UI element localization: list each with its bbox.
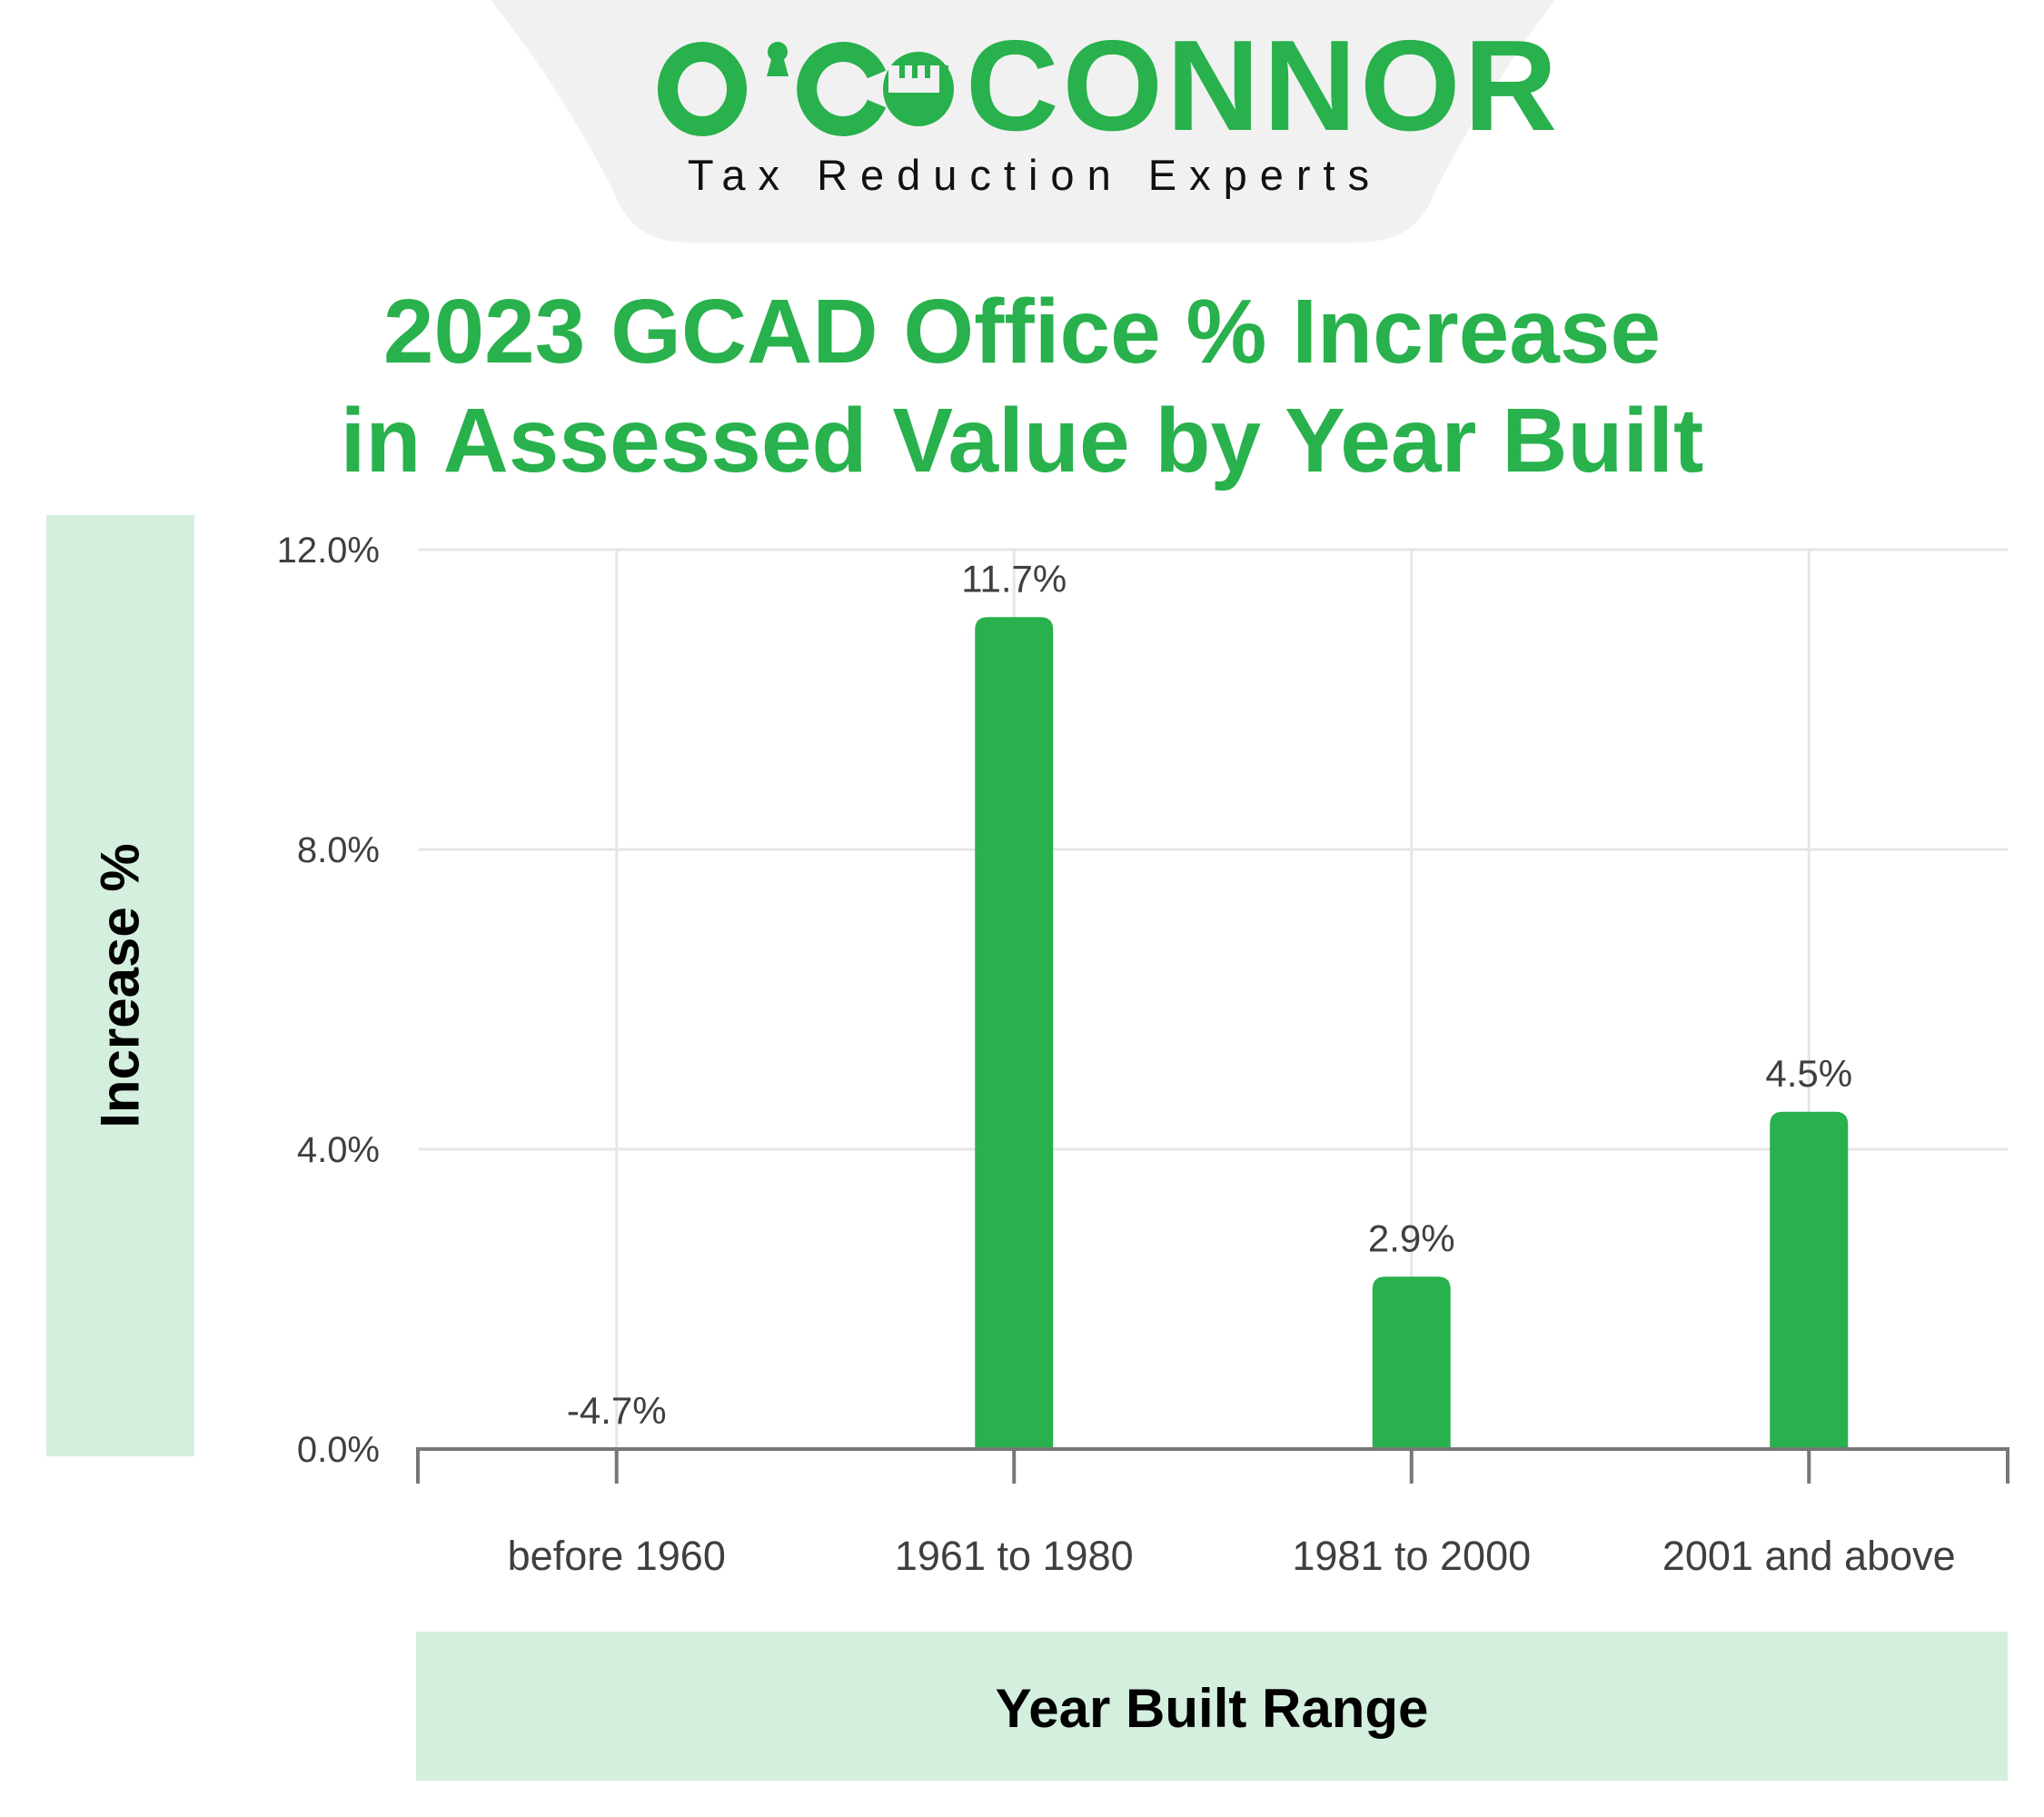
logo-letter-c — [797, 42, 887, 136]
logo-mark — [658, 42, 954, 136]
y-tick-label: 12.0% — [277, 531, 380, 571]
tagline: Tax Reduction Experts — [687, 151, 1383, 199]
keyhole-icon — [767, 42, 789, 76]
x-tick-label: 1981 to 2000 — [1292, 1533, 1531, 1579]
y-tick-label: 8.0% — [297, 830, 380, 870]
bars — [975, 617, 1849, 1449]
logo-letter-o — [658, 42, 747, 136]
data-label: 11.7% — [961, 557, 1067, 600]
logo-text: CONNOR — [966, 14, 1562, 158]
chart-title-line-1: 2023 GCAD Office % Increase — [382, 281, 1662, 382]
y-tick-label: 4.0% — [297, 1130, 380, 1170]
bar-3 — [1770, 1111, 1849, 1449]
x-tick-label: before 1960 — [508, 1533, 726, 1579]
data-label: -4.7% — [567, 1389, 667, 1432]
x-axis-title-box — [416, 1632, 2008, 1781]
axes — [416, 1447, 2009, 1484]
chart-title-line-2: in Assessed Value by Year Built — [340, 390, 1704, 491]
key-icon — [883, 52, 954, 126]
y-tick-label: 0.0% — [297, 1430, 380, 1470]
gridlines — [418, 548, 2008, 1449]
x-tick-label: 2001 and above — [1662, 1533, 1956, 1579]
x-axis-title: Year Built Range — [995, 1678, 1429, 1739]
data-label: 4.5% — [1765, 1052, 1852, 1095]
x-tick-label: 1961 to 1980 — [895, 1533, 1134, 1579]
data-label: 2.9% — [1368, 1216, 1455, 1259]
y-axis-title-box — [46, 515, 194, 1456]
header-shape — [491, 0, 1555, 243]
bar-2 — [1372, 1276, 1451, 1449]
header-background — [491, 0, 1555, 243]
logo: CONNOR Tax Reduction Experts — [0, 0, 2044, 245]
bar-1 — [975, 617, 1054, 1449]
labels: 0.0% 4.0% 8.0% 12.0% -4.7% 11.7% 2.9% 4.5% befor… — [277, 531, 1956, 1579]
